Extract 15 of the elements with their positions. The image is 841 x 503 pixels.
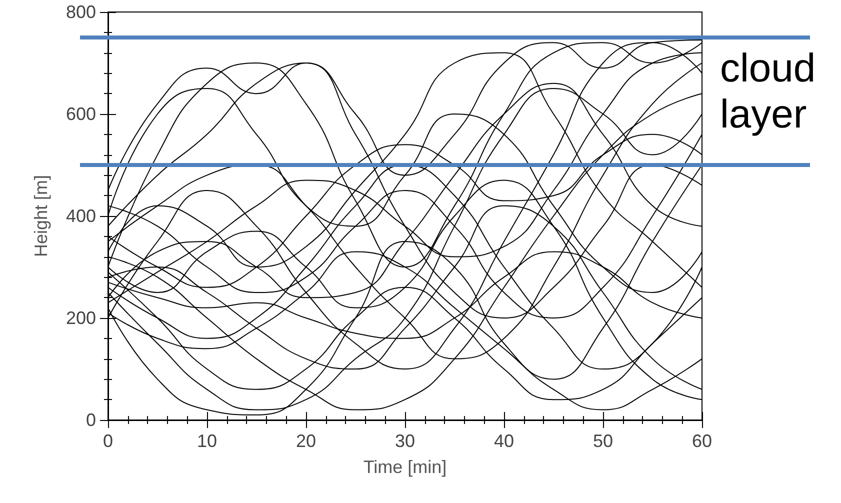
x-tick-label: 60 — [692, 431, 712, 451]
y-axis-title: Height [m] — [31, 174, 51, 258]
x-tick-label: 40 — [494, 431, 514, 451]
y-tick-label: 0 — [86, 410, 96, 430]
x-axis-title: Time [min] — [363, 457, 447, 477]
y-tick-label: 200 — [66, 308, 96, 328]
y-tick-label: 400 — [66, 206, 96, 226]
y-tick-label: 800 — [66, 2, 96, 22]
y-tick-label: 600 — [66, 104, 96, 124]
text: cloud layer — [720, 46, 816, 136]
x-tick-label: 30 — [394, 431, 416, 451]
x-tick-label: 50 — [592, 431, 614, 451]
x-tick-label: 10 — [196, 431, 218, 451]
x-tick-label: 0 — [102, 431, 114, 451]
x-tick-label: 20 — [296, 431, 316, 451]
